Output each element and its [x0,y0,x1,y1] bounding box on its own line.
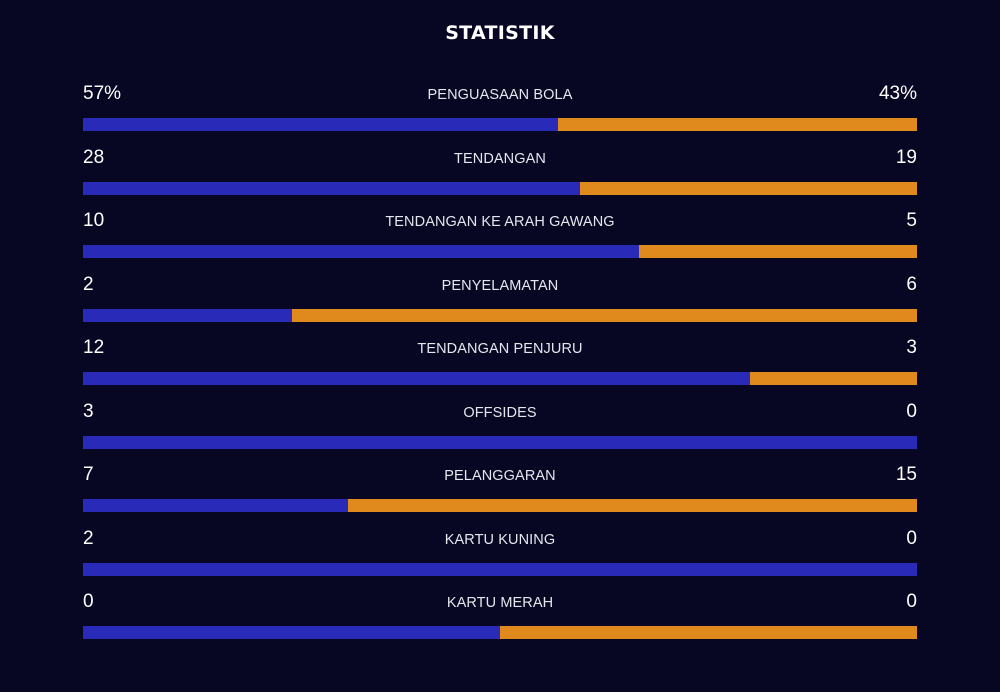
home-bar-fill [83,118,559,131]
home-value: 2 [83,273,94,295]
home-bar-fill [83,435,917,449]
stat-label: PENYELAMATAN [441,277,559,294]
stat-row-saves: 2 PENYELAMATAN 6 [83,271,917,335]
stat-label: PELANGGARAN [444,468,556,484]
home-value: 28 [83,146,105,168]
home-bar-fill [83,308,292,322]
home-bar-fill [83,626,500,639]
comparison-bar [83,308,917,322]
comparison-bar [83,245,917,258]
stat-label: OFFSIDES [463,404,537,421]
away-value: 43% [878,83,917,104]
stat-label: TENDANGAN PENJURU [417,341,583,357]
stat-row-shots: 28 TENDANGAN 19 [83,144,917,208]
stat-label: PENGUASAAN BOLA [427,87,573,103]
stat-row-corners: 12 TENDANGAN PENJURU 3 [83,334,917,398]
comparison-bar [83,626,917,639]
home-bar-fill [83,372,751,385]
stat-row-yellow-cards: 2 KARTU KUNING 0 [83,525,917,589]
comparison-bar [83,181,917,195]
stat-header: 2 PENYELAMATAN 6 [83,271,917,309]
home-value: 3 [83,400,94,422]
away-value: 0 [906,527,917,549]
stat-header: 7 PELANGGARAN 15 [83,461,917,499]
stat-row-fouls: 7 PELANGGARAN 15 [83,461,917,525]
stat-header: 10 TENDANGAN KE ARAH GAWANG 5 [83,207,917,245]
away-value: 15 [895,464,917,485]
comparison-bar [83,372,917,385]
page-title: STATISTIK [445,22,555,44]
away-value: 0 [906,591,917,612]
comparison-bar [83,435,917,449]
away-value: 19 [895,146,917,168]
home-value: 7 [83,464,94,485]
home-bar-fill [83,562,917,576]
comparison-bar [83,562,917,576]
stat-label: KARTU KUNING [444,531,556,548]
stat-header: 0 KARTU MERAH 0 [83,588,917,626]
comparison-bar [83,118,917,131]
stat-row-red-cards: 0 KARTU MERAH 0 [83,588,917,652]
stat-label: TENDANGAN [454,150,546,167]
home-value: 57% [83,83,122,104]
home-bar-fill [83,181,580,195]
home-value: 12 [83,337,105,358]
away-value: 6 [906,273,917,295]
home-bar-fill [83,245,639,258]
away-value: 5 [906,210,917,231]
stat-row-offsides: 3 OFFSIDES 0 [83,398,917,462]
home-value: 2 [83,527,94,549]
stat-header: 3 OFFSIDES 0 [83,398,917,436]
stat-header: 57% PENGUASAAN BOLA 43% [83,80,917,118]
stats-list: 57% PENGUASAAN BOLA 43% 28 TENDANGAN 19 … [83,80,917,652]
away-value: 0 [906,400,917,422]
stat-label: KARTU MERAH [446,595,554,611]
stat-header: 2 KARTU KUNING 0 [83,525,917,563]
away-value: 3 [906,337,917,358]
home-bar-fill [83,499,349,512]
home-value: 10 [83,210,105,231]
stat-row-shots-on-target: 10 TENDANGAN KE ARAH GAWANG 5 [83,207,917,271]
stat-row-possession: 57% PENGUASAAN BOLA 43% [83,80,917,144]
home-value: 0 [83,591,94,612]
comparison-bar [83,499,917,512]
stat-header: 28 TENDANGAN 19 [83,144,917,182]
stat-header: 12 TENDANGAN PENJURU 3 [83,334,917,372]
stat-label: TENDANGAN KE ARAH GAWANG [385,214,615,230]
